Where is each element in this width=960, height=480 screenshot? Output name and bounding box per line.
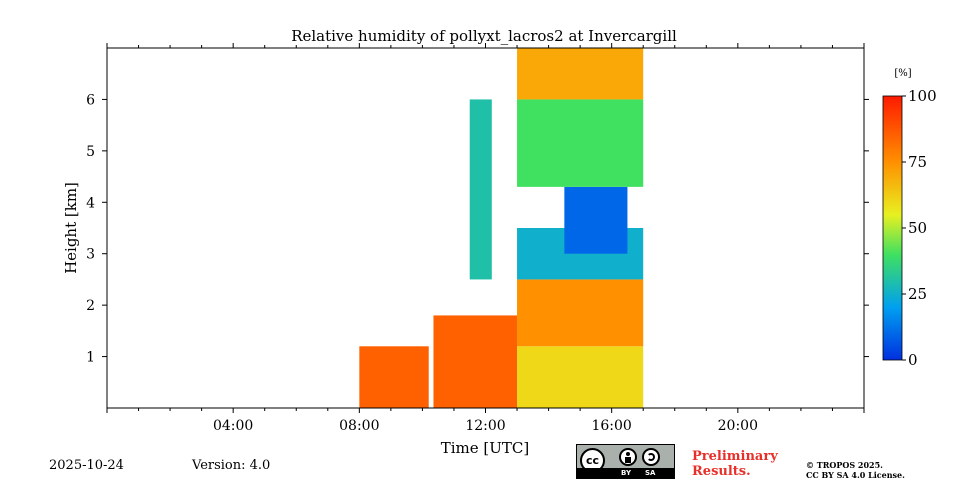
cc-license-badge: cc BY SA — [576, 444, 675, 479]
heatmap-region-3 — [517, 346, 644, 408]
x-tick-label: 12:00 — [465, 418, 505, 434]
y-axis: 1 2 3 4 5 6 — [86, 92, 869, 366]
colorbar-tick-label: 100 — [908, 87, 937, 105]
chart-title: Relative humidity of pollyxt_lacros2 at … — [291, 27, 677, 45]
heatmap-region-6 — [564, 186, 628, 254]
heatmap-region-7 — [517, 99, 644, 187]
copyright-line-1: © TROPOS 2025. — [806, 460, 883, 470]
by-person-icon — [619, 448, 637, 466]
heatmap-region-0 — [359, 346, 429, 408]
heatmap-region-4 — [517, 279, 644, 347]
footer-date: 2025-10-24 — [49, 458, 124, 473]
sa-label: SA — [645, 469, 656, 477]
y-tick-label: 5 — [86, 144, 95, 160]
y-tick-label: 1 — [86, 350, 95, 366]
x-tick-label: 20:00 — [718, 418, 758, 434]
x-axis-label: Time [UTC] — [441, 439, 530, 457]
y-axis-label: Height [km] — [62, 182, 80, 274]
x-tick-label: 04:00 — [213, 418, 253, 434]
footer-version: Version: 4.0 — [192, 458, 271, 473]
x-tick-label: 16:00 — [591, 418, 631, 434]
y-tick-label: 6 — [86, 92, 95, 108]
y-tick-label: 3 — [86, 247, 95, 263]
colorbar-ticks: 0 25 50 75 100 — [902, 87, 937, 369]
heatmap-region-8 — [517, 48, 644, 100]
by-label: BY — [621, 469, 632, 477]
colorbar-tick-label: 0 — [908, 351, 918, 369]
heatmap-region-1 — [433, 315, 518, 408]
license-strip — [577, 468, 674, 478]
colorbar — [882, 95, 903, 361]
x-tick-label: 08:00 — [339, 418, 379, 434]
y-tick-label: 2 — [86, 298, 95, 314]
sa-icon — [642, 448, 660, 466]
y-tick-label: 4 — [86, 195, 95, 211]
copyright-line-2: CC BY SA 4.0 License. — [806, 470, 905, 480]
heatmap-cells — [359, 48, 644, 408]
x-axis: 04:00 08:00 12:00 16:00 20:00 — [106, 43, 865, 434]
preliminary-results: Preliminary Results. — [692, 449, 778, 479]
colorbar-tick-label: 75 — [908, 153, 927, 171]
colorbar-unit: [%] — [894, 68, 911, 79]
colorbar-tick-label: 25 — [908, 285, 927, 303]
heatmap-region-2 — [469, 99, 492, 280]
colorbar-tick-label: 50 — [908, 219, 927, 237]
